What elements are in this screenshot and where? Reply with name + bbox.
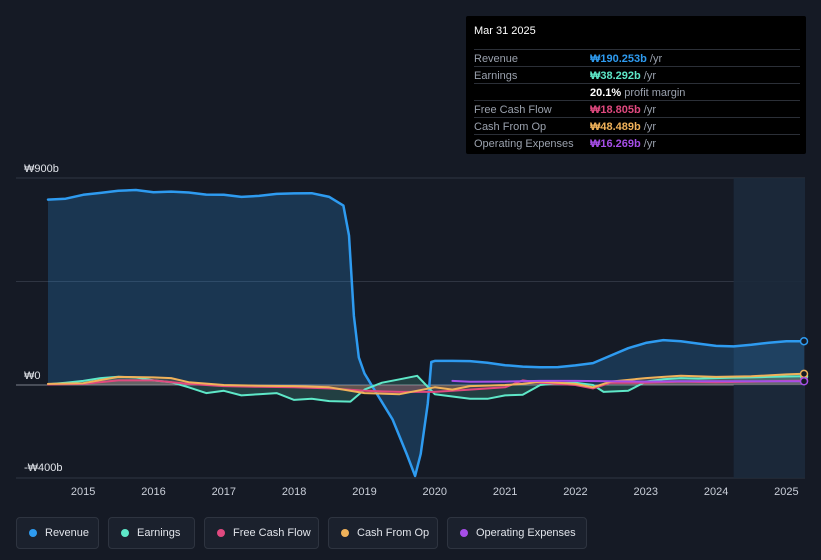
x-tick-label: 2022: [563, 486, 587, 498]
tooltip-row: Earnings ₩38.292b /yr: [474, 66, 800, 84]
tooltip-panel: Mar 31 2025 Revenue ₩190.253b /yr Earnings…: [466, 16, 806, 154]
tooltip-date: Mar 31 2025: [474, 25, 536, 37]
tooltip-row: 20.1% profit margin: [474, 83, 800, 101]
legend-dot: [217, 529, 225, 537]
legend-label: Free Cash Flow: [233, 527, 311, 539]
y-tick-label: ₩0: [24, 370, 41, 382]
forecast-region: [733, 178, 805, 478]
legend-dot: [121, 529, 129, 537]
tooltip-row-label: Free Cash Flow: [474, 104, 552, 116]
tooltip-row-value: ₩190.253b /yr: [590, 53, 663, 65]
y-axis-labels: ₩900b ₩0 -₩400b: [24, 163, 63, 474]
x-tick-label: 2024: [704, 486, 728, 498]
x-tick-label: 2023: [634, 486, 658, 498]
x-axis-labels: 2015 2016 2017 2018 2019 2020 2021 2022 2023 2024…: [71, 486, 799, 498]
tooltip-row-value: ₩18.805b /yr: [590, 104, 657, 116]
legend-item-cash-from-op[interactable]: Cash From Op: [328, 517, 438, 549]
series-end-markers: [799, 336, 809, 386]
tooltip-row: Cash From Op ₩48.489b /yr: [474, 117, 800, 135]
cash-from-op-end-dot: [799, 369, 809, 379]
legend-dot: [29, 529, 37, 537]
tooltip-row-value: ₩38.292b /yr: [590, 70, 657, 82]
y-tick-label: -₩400b: [24, 462, 63, 474]
x-tick-label: 2016: [141, 486, 165, 498]
x-tick-label: 2015: [71, 486, 95, 498]
series-areas: [48, 190, 804, 476]
x-tick-label: 2019: [352, 486, 376, 498]
revenue-area: [48, 190, 804, 476]
revenue-end-dot: [799, 336, 809, 346]
x-tick-label: 2020: [423, 486, 447, 498]
legend-label: Revenue: [45, 527, 90, 539]
legend-item-revenue[interactable]: Revenue: [16, 517, 99, 549]
legend-label: Operating Expenses: [476, 527, 576, 539]
tooltip-row-value: ₩48.489b /yr: [590, 121, 657, 133]
grid-lines: [16, 177, 805, 479]
tooltip-row-label: Cash From Op: [474, 121, 547, 133]
x-tick-label: 2018: [282, 486, 306, 498]
legend-item-operating-expenses[interactable]: Operating Expenses: [447, 517, 587, 549]
operating-expenses-line: [451, 379, 805, 383]
tooltip-row-label: Earnings: [474, 70, 518, 82]
tooltip-row: Free Cash Flow ₩18.805b /yr: [474, 100, 800, 118]
y-tick-label: ₩900b: [24, 163, 59, 175]
cash-from-op-line: [47, 372, 805, 396]
revenue-line: [46, 188, 806, 478]
x-tick-label: 2021: [493, 486, 517, 498]
x-tick-label: 2017: [212, 486, 236, 498]
operating-expenses-end-dot: [799, 377, 809, 386]
x-tick-label: 2025: [774, 486, 798, 498]
legend-dot: [341, 529, 349, 537]
legend-item-earnings[interactable]: Earnings: [108, 517, 195, 549]
tooltip-row-value: 20.1% profit margin: [590, 87, 686, 99]
tooltip-row-label: Operating Expenses: [474, 138, 574, 150]
tooltip-row: Operating Expenses ₩16.269b /yr: [474, 134, 800, 152]
legend-label: Cash From Op: [357, 527, 430, 539]
tooltip-row-value: ₩16.269b /yr: [590, 138, 657, 150]
legend-dot: [460, 529, 468, 537]
legend-item-free-cash-flow[interactable]: Free Cash Flow: [204, 517, 319, 549]
series-lines: [46, 188, 806, 478]
legend-label: Earnings: [137, 527, 181, 539]
tooltip-row-label: Revenue: [474, 53, 519, 65]
tooltip-row: Revenue ₩190.253b /yr: [474, 49, 800, 67]
